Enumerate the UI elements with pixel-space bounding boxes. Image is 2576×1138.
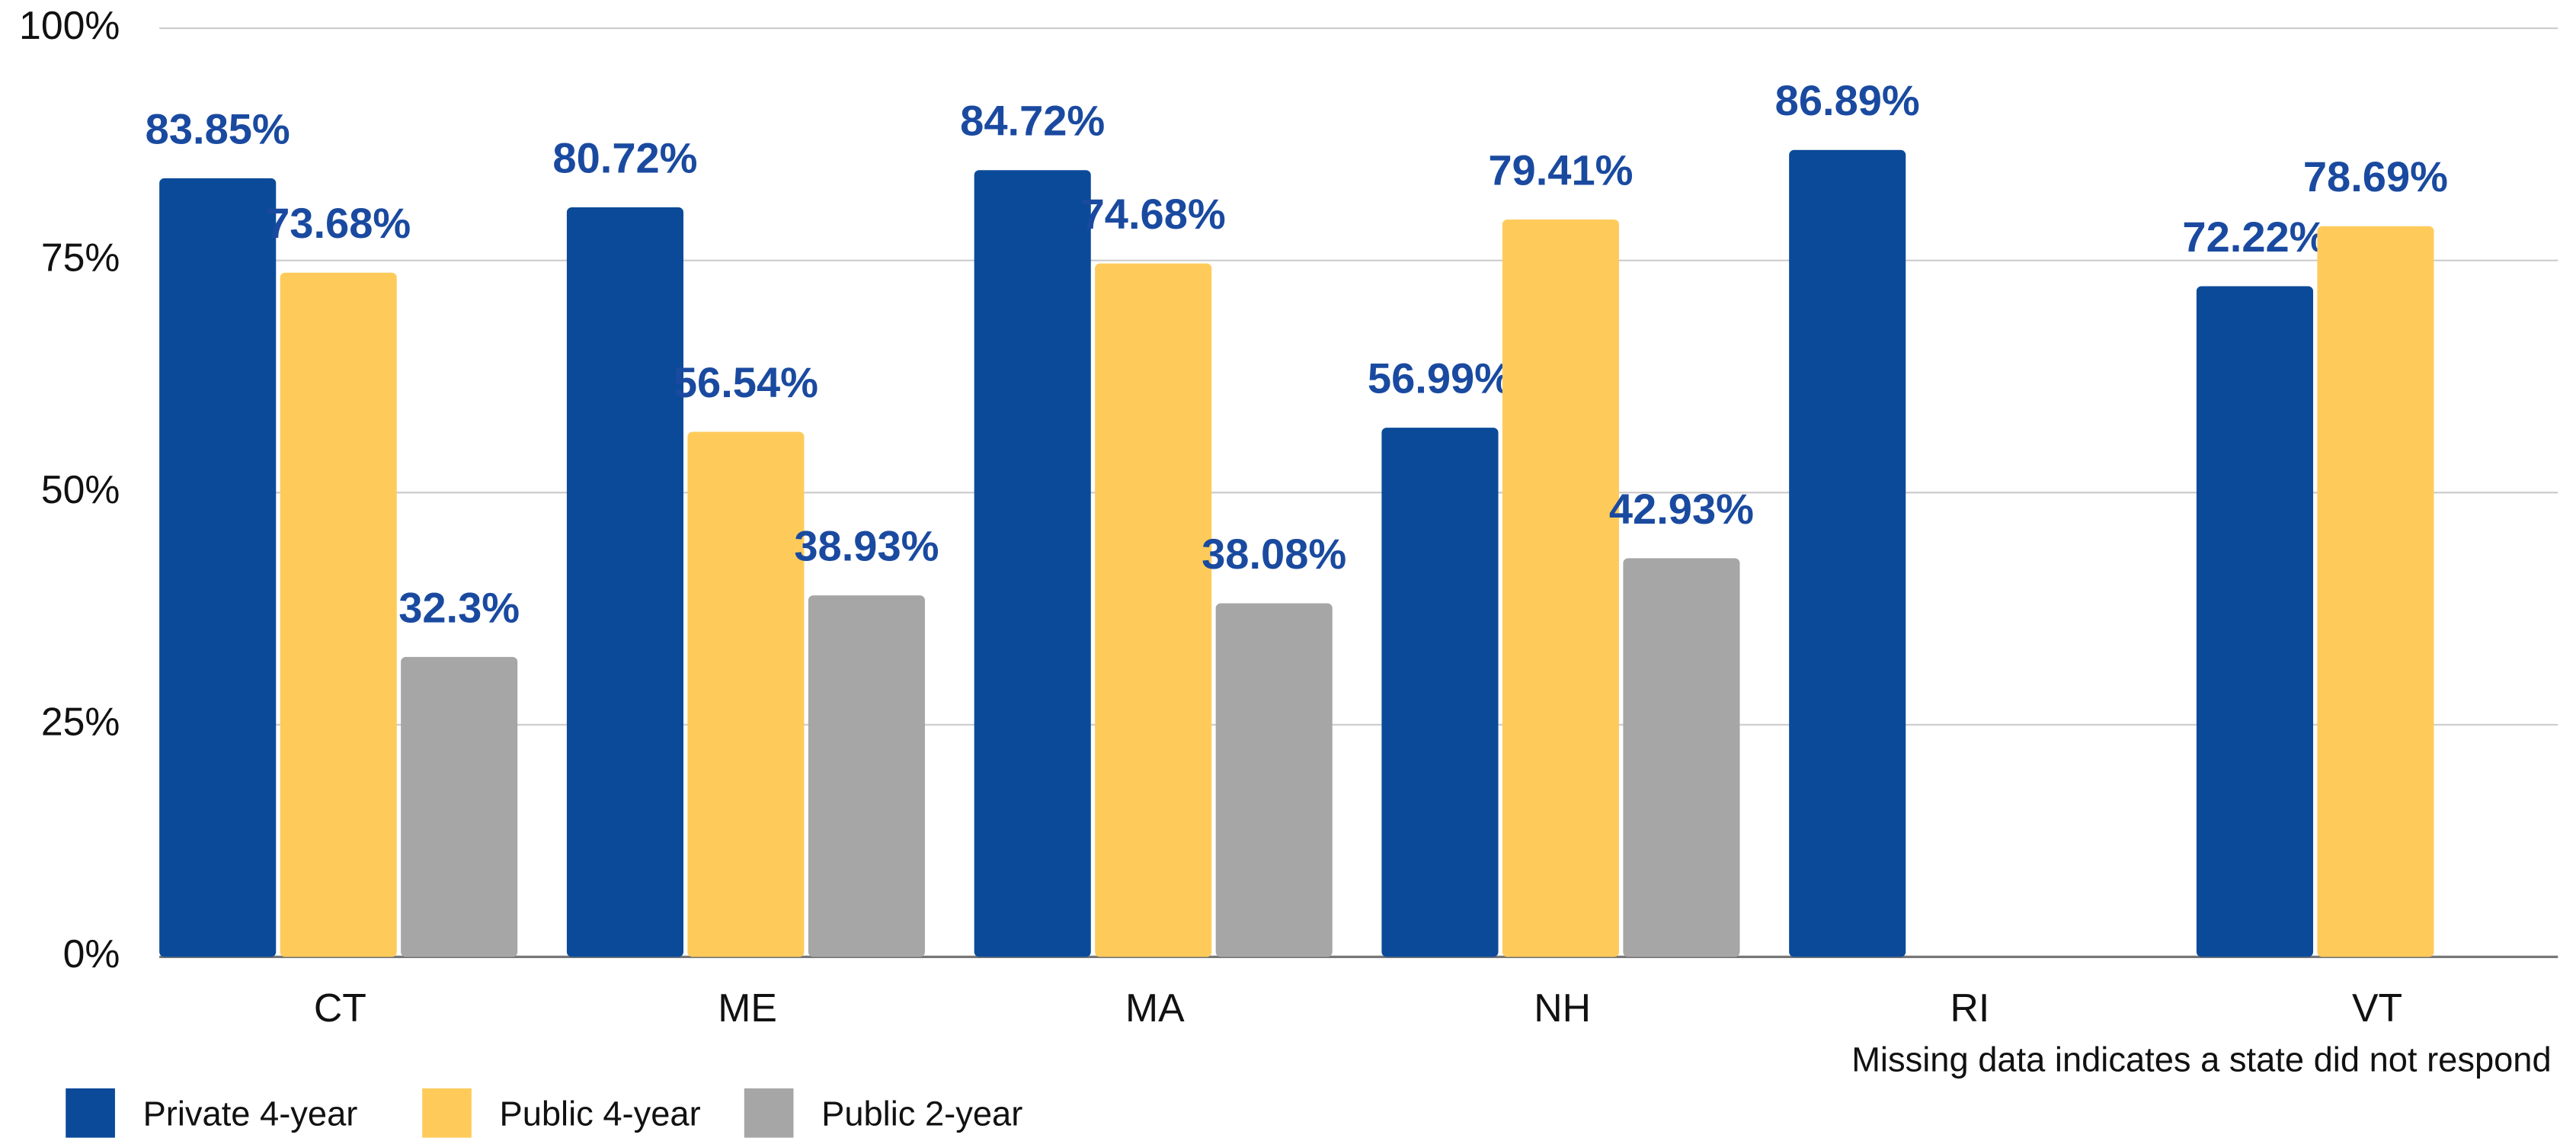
bar bbox=[1215, 603, 1333, 957]
legend-label: Public 2-year bbox=[821, 1095, 1022, 1133]
legend-label: Public 4-year bbox=[500, 1095, 701, 1133]
data-label: 78.69% bbox=[2303, 152, 2448, 200]
bar bbox=[566, 207, 683, 957]
data-label: 83.85% bbox=[146, 104, 290, 152]
bar bbox=[401, 656, 518, 957]
note: Missing data indicates a state did not r… bbox=[1851, 1040, 2551, 1079]
bar bbox=[2196, 286, 2313, 957]
data-label: 72.22% bbox=[2182, 213, 2327, 261]
bar bbox=[808, 595, 925, 957]
bar bbox=[974, 170, 1091, 957]
x-tick-label: NH bbox=[1534, 986, 1591, 1030]
y-tick-label: 75% bbox=[41, 235, 120, 279]
data-label: 42.93% bbox=[1609, 485, 1754, 533]
data-label: 79.41% bbox=[1488, 146, 1633, 194]
bar bbox=[2317, 226, 2434, 957]
data-label: 84.72% bbox=[960, 97, 1105, 145]
bar bbox=[159, 178, 277, 957]
x-tick-label: ME bbox=[718, 986, 777, 1030]
data-label: 86.89% bbox=[1775, 76, 1920, 124]
bar bbox=[280, 272, 397, 957]
y-tick-label: 0% bbox=[63, 931, 120, 976]
x-tick-label: CT bbox=[314, 986, 366, 1030]
bar bbox=[1789, 149, 1906, 957]
data-label: 38.08% bbox=[1202, 530, 1346, 578]
legend-swatch bbox=[744, 1088, 794, 1138]
y-tick-label: 100% bbox=[19, 3, 120, 47]
data-label: 80.72% bbox=[552, 133, 697, 181]
y-tick-label: 25% bbox=[41, 699, 120, 743]
data-label: 38.93% bbox=[794, 522, 939, 570]
data-label: 74.68% bbox=[1081, 190, 1226, 238]
data-label: 32.3% bbox=[398, 583, 520, 631]
bar bbox=[1502, 219, 1619, 957]
x-tick-label: RI bbox=[1950, 986, 1989, 1030]
legend-swatch bbox=[422, 1088, 472, 1138]
bar bbox=[1095, 263, 1212, 957]
legend-swatch bbox=[66, 1088, 115, 1138]
y-tick-label: 50% bbox=[41, 467, 120, 511]
bar bbox=[687, 431, 805, 957]
data-label: 56.54% bbox=[674, 358, 818, 406]
bar bbox=[1381, 428, 1499, 957]
bar bbox=[1623, 558, 1740, 957]
data-label: 73.68% bbox=[266, 199, 411, 247]
x-tick-label: MA bbox=[1125, 986, 1185, 1030]
x-tick-label: VT bbox=[2352, 986, 2402, 1030]
data-label: 56.99% bbox=[1368, 354, 1512, 402]
legend-label: Private 4-year bbox=[143, 1095, 358, 1133]
